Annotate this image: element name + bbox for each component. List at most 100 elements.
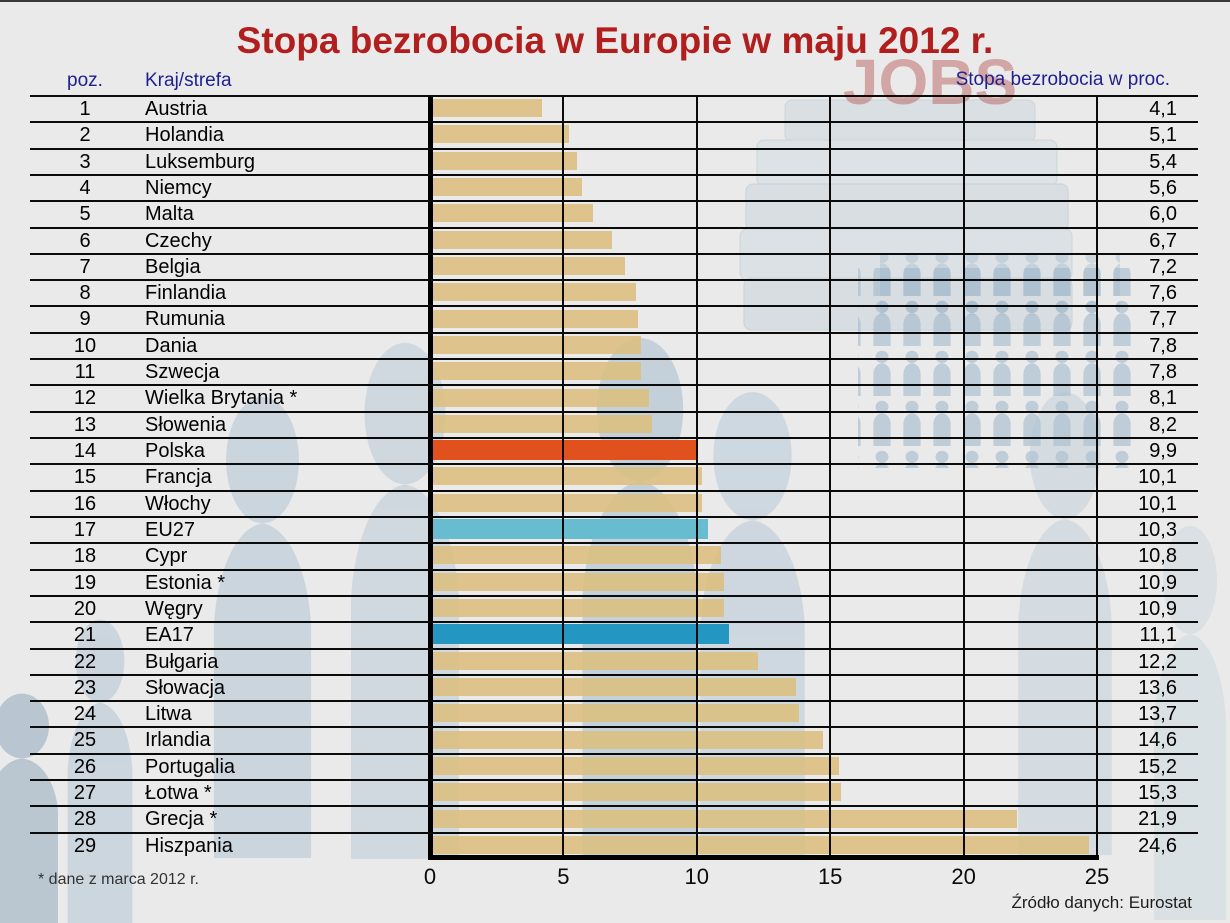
chart-bar (433, 756, 839, 775)
vertical-gridline (695, 95, 698, 858)
table-row: 24 Litwa 13,7 (30, 700, 1198, 726)
row-rank: 25 (73, 729, 97, 752)
row-country-label: Malta (145, 203, 194, 226)
row-rate-value: 7,6 (1149, 282, 1177, 305)
footnote: * dane z marca 2012 r. (38, 871, 199, 888)
chart-bar (433, 362, 642, 381)
x-axis-tick-label: 25 (1084, 864, 1110, 889)
chart-bar (433, 414, 652, 433)
row-country-label: Finlandia (145, 282, 227, 305)
row-rate-value: 8,1 (1149, 387, 1177, 410)
chart-bar (433, 599, 724, 618)
row-country-label: Cypr (145, 545, 188, 568)
row-country-label: Estonia * (145, 571, 226, 594)
row-rank: 29 (73, 834, 97, 857)
row-rank: 23 (73, 676, 97, 699)
table-row: 18 Cypr 10,8 (30, 542, 1198, 568)
chart-bar (433, 99, 543, 118)
table-row: 26 Portugalia 15,2 (30, 752, 1198, 779)
table-row: 10 Dania 7,8 (30, 331, 1198, 358)
table-row: 11 Szwecja 7,8 (30, 358, 1198, 384)
row-country-label: EA17 (145, 624, 194, 647)
table-row: 23 Słowacja 13,6 (30, 673, 1198, 700)
row-country-label: Francja (145, 466, 212, 489)
chart-bar (433, 783, 842, 802)
row-rank: 14 (73, 440, 97, 463)
vertical-gridline (829, 95, 832, 858)
table-row: 28 Grecja * 21,9 (30, 805, 1198, 831)
row-country-label: Luksemburg (145, 150, 256, 173)
table-row: 6 Czechy 6,7 (30, 226, 1198, 253)
row-rank: 3 (79, 150, 91, 173)
row-rank: 13 (73, 413, 97, 436)
x-axis-tick-label: 0 (423, 864, 437, 889)
table-row: 14 Polska 9,9 (30, 437, 1198, 463)
chart-bar (433, 493, 703, 512)
axis-bottom-line (428, 855, 1099, 860)
row-country-label: Wielka Brytania * (145, 387, 298, 410)
row-rank: 20 (73, 597, 97, 620)
row-rate-value: 12,2 (1138, 650, 1177, 673)
row-rank: 6 (79, 229, 91, 252)
row-rank: 18 (73, 545, 97, 568)
table-row: 22 Bułgaria 12,2 (30, 647, 1198, 674)
column-header-poz: poz. (67, 70, 103, 91)
vertical-gridline (962, 95, 965, 858)
row-rate-value: 15,3 (1138, 782, 1177, 805)
row-country-label: Łotwa * (145, 782, 212, 805)
table-row: 9 Rumunia 7,7 (30, 305, 1198, 331)
row-rank: 12 (73, 387, 97, 410)
row-rate-value: 5,6 (1149, 176, 1177, 199)
row-country-label: Dania (145, 334, 198, 357)
row-rank: 21 (73, 624, 97, 647)
vertical-gridline (562, 95, 565, 858)
chart-bar (433, 151, 578, 170)
row-rate-value: 13,7 (1138, 703, 1177, 726)
chart-bar (433, 178, 583, 197)
table-row: 5 Malta 6,0 (30, 200, 1198, 226)
row-country-label: Włochy (145, 492, 211, 515)
chart-bar (433, 519, 708, 540)
row-rank: 27 (73, 782, 97, 805)
row-country-label: Niemcy (145, 176, 212, 199)
row-rank: 16 (73, 492, 97, 515)
table-row: 12 Wielka Brytania * 8,1 (30, 384, 1198, 410)
chart-bar (433, 309, 639, 328)
row-country-label: Litwa (145, 703, 192, 726)
chart-bar (433, 809, 1018, 828)
chart-bar (433, 388, 650, 407)
chart-bar (433, 546, 722, 565)
row-rate-value: 4,1 (1149, 98, 1177, 120)
table-row: 4 Niemcy 5,6 (30, 173, 1198, 200)
chart-bar (433, 283, 636, 302)
row-rate-value: 10,3 (1138, 518, 1177, 541)
row-rank: 22 (73, 650, 97, 673)
row-rank: 4 (79, 176, 91, 199)
chart-bar (433, 730, 823, 749)
row-rank: 9 (79, 308, 91, 331)
row-country-label: Polska (145, 440, 206, 463)
chart-bar (433, 204, 594, 223)
row-country-label: Bułgaria (145, 650, 219, 673)
x-axis-tick-label: 20 (951, 864, 976, 889)
row-rate-value: 24,6 (1138, 834, 1177, 857)
chart-bar (433, 230, 612, 249)
chart-bar (433, 467, 703, 486)
table-row: 8 Finlandia 7,6 (30, 279, 1198, 305)
row-country-label: Portugalia (145, 755, 236, 778)
x-axis-tick-label: 15 (817, 864, 843, 889)
row-rate-value: 10,9 (1138, 571, 1177, 594)
jobs-watermark-text: JOBS (843, 46, 1017, 118)
row-rate-value: 7,2 (1149, 255, 1177, 278)
top-border-line (0, 0, 1230, 2)
row-country-label: Belgia (145, 255, 201, 278)
row-rate-value: 10,1 (1138, 492, 1177, 515)
chart-title: Stopa bezrobocia w Europie w maju 2012 r… (236, 20, 994, 61)
chart-bar (433, 651, 759, 670)
row-country-label: Węgry (145, 597, 203, 620)
row-country-label: EU27 (145, 518, 196, 541)
row-country-label: Irlandia (145, 729, 211, 752)
chart-bar (433, 440, 698, 461)
chart-bar (433, 677, 796, 696)
